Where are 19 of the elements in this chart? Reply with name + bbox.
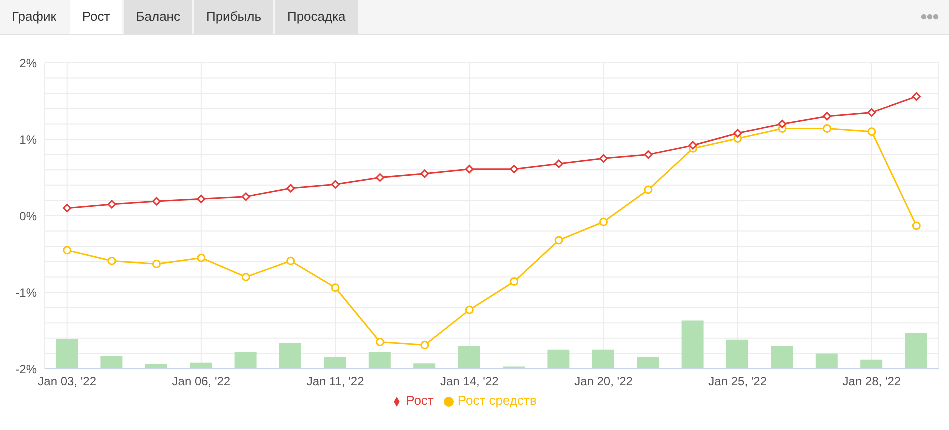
y-tick-label: -1% [16, 286, 38, 300]
x-tick-label: Jan 28, '22 [842, 374, 902, 389]
text: Баланс [124, 0, 192, 34]
y-tick-label: 1% [20, 132, 38, 147]
x-tick-label: Jan 14, '22 [440, 374, 500, 389]
text: Прибыль [194, 0, 274, 34]
text: Рост [70, 0, 122, 34]
x-tick-label: Jan 03, '22 [38, 374, 97, 389]
y-tick-label: 2% [20, 56, 38, 70]
legend-label: Рост средств [458, 393, 537, 408]
text: Просадка [275, 0, 358, 34]
legend-label: Рост [406, 393, 434, 408]
x-tick-label: Jan 11, '22 [306, 374, 365, 389]
text: График [11, 8, 58, 26]
y-tick-label: 0% [20, 209, 38, 224]
x-tick-label: Jan 06, '22 [172, 374, 231, 389]
y-tick-label: -2% [16, 362, 38, 376]
x-tick-label: Jan 20, '22 [574, 374, 634, 389]
x-tick-label: Jan 25, '22 [708, 374, 768, 389]
